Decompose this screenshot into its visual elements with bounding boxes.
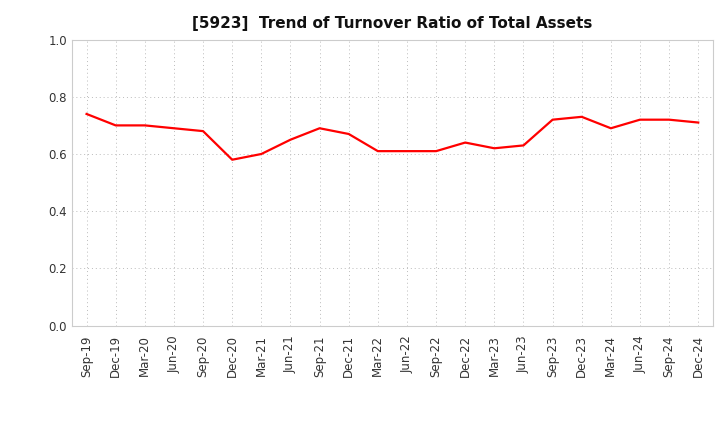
Title: [5923]  Trend of Turnover Ratio of Total Assets: [5923] Trend of Turnover Ratio of Total … (192, 16, 593, 32)
